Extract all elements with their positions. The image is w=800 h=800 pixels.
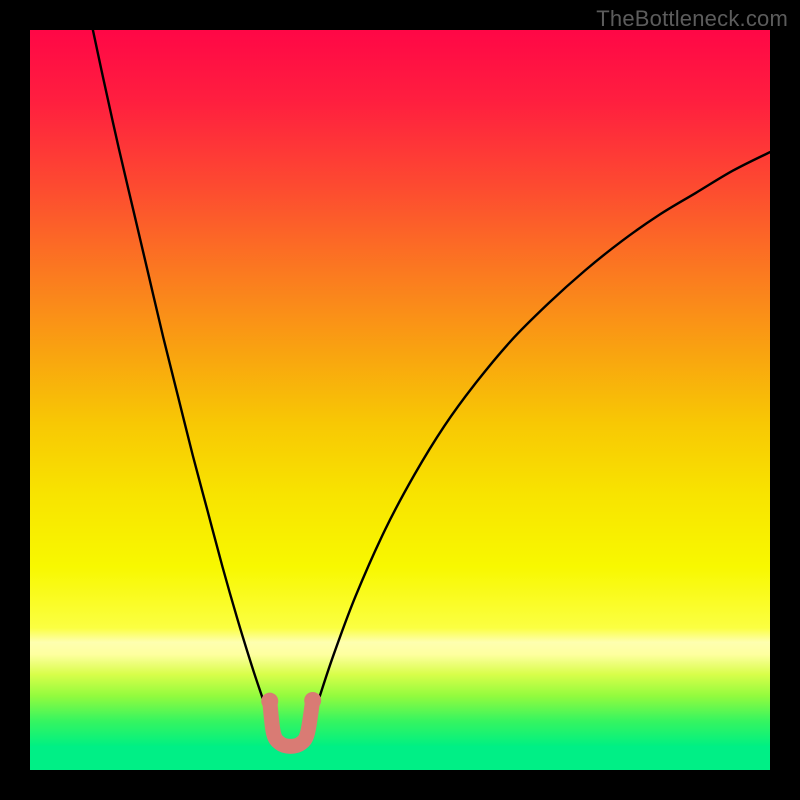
curve-layer [30,30,770,770]
plot-area [30,30,770,770]
watermark-text: TheBottleneck.com [596,6,788,32]
bottleneck-curve-right [311,152,770,722]
highlight-stroke [270,700,313,746]
bottleneck-curve-left [93,30,271,722]
highlight-endpoint-right [304,692,321,709]
highlight-endpoint-left [261,693,278,710]
